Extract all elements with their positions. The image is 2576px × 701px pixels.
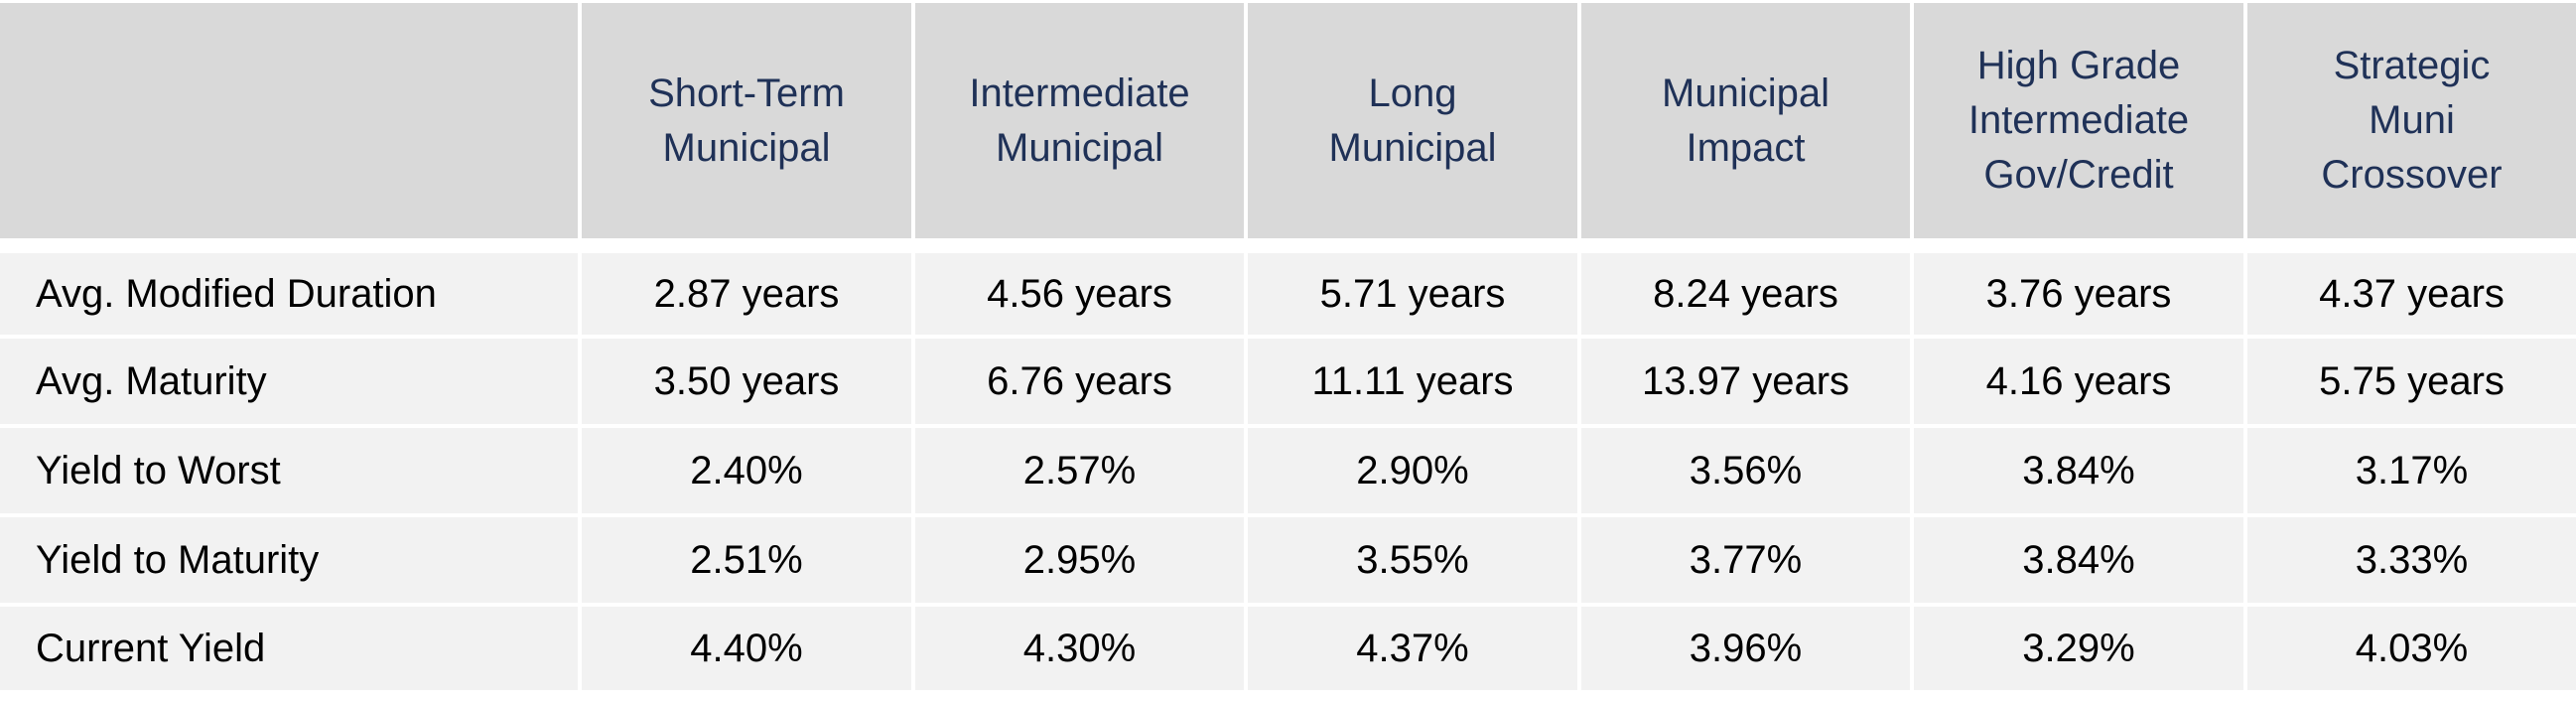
header-high-grade-intermediate-gov-credit: High Grade Intermediate Gov/Credit [1914, 3, 2243, 242]
table-cell: 3.76 years [1914, 253, 2243, 339]
spacer-cell [1581, 242, 1910, 253]
spacer-cell [915, 242, 1244, 253]
table-cell: 3.50 years [582, 339, 911, 428]
header-line: Short-Term [648, 70, 845, 115]
row-label-yield-to-worst: Yield to Worst [0, 428, 578, 517]
header-line: Municipal [1328, 125, 1497, 170]
spacer-cell [2247, 242, 2576, 253]
table-cell: 3.29% [1914, 607, 2243, 694]
table-cell: 2.95% [915, 517, 1244, 607]
row-label-yield-to-maturity: Yield to Maturity [0, 517, 578, 607]
table-cell: 4.03% [2247, 607, 2576, 694]
row-label-avg-modified-duration: Avg. Modified Duration [0, 253, 578, 339]
header-line: Impact [1686, 125, 1806, 170]
table-cell: 3.56% [1581, 428, 1910, 517]
spacer-cell [1914, 242, 2243, 253]
header-line: Crossover [2321, 153, 2503, 197]
header-line: Muni [2369, 98, 2455, 142]
table-cell: 2.51% [582, 517, 911, 607]
table-cell: 3.77% [1581, 517, 1910, 607]
header-line: Municipal [1662, 70, 1830, 115]
table-cell: 6.76 years [915, 339, 1244, 428]
header-strategic-muni-crossover: Strategic Muni Crossover [2247, 3, 2576, 242]
table-cell: 4.37 years [2247, 253, 2576, 339]
table-cell: 3.17% [2247, 428, 2576, 517]
table-cell: 4.37% [1248, 607, 1577, 694]
header-line: Municipal [662, 125, 831, 170]
table-cell: 4.16 years [1914, 339, 2243, 428]
table-cell: 4.30% [915, 607, 1244, 694]
header-corner-cell [0, 3, 578, 242]
header-intermediate-municipal: Intermediate Municipal [915, 3, 1244, 242]
table-cell: 3.96% [1581, 607, 1910, 694]
table-cell: 2.57% [915, 428, 1244, 517]
table-cell: 4.40% [582, 607, 911, 694]
header-line: Gov/Credit [1983, 153, 2174, 197]
header-line: Municipal [996, 125, 1163, 170]
header-line: Long [1368, 70, 1457, 115]
table-cell: 3.84% [1914, 428, 2243, 517]
table-cell: 5.75 years [2247, 339, 2576, 428]
table-cell: 3.55% [1248, 517, 1577, 607]
header-municipal-impact: Municipal Impact [1581, 3, 1910, 242]
header-line: Intermediate [969, 70, 1190, 115]
row-label-current-yield: Current Yield [0, 607, 578, 694]
table-cell: 3.84% [1914, 517, 2243, 607]
header-line: Strategic [2333, 44, 2491, 87]
spacer-cell [0, 242, 578, 253]
header-short-term-municipal: Short-Term Municipal [582, 3, 911, 242]
table-cell: 8.24 years [1581, 253, 1910, 339]
header-long-municipal: Long Municipal [1248, 3, 1577, 242]
table-cell: 11.11 years [1248, 339, 1577, 428]
table-cell: 13.97 years [1581, 339, 1910, 428]
spacer-cell [1248, 242, 1577, 253]
table-cell: 2.87 years [582, 253, 911, 339]
table-cell: 5.71 years [1248, 253, 1577, 339]
table-cell: 4.56 years [915, 253, 1244, 339]
table-cell: 2.40% [582, 428, 911, 517]
table-cell: 2.90% [1248, 428, 1577, 517]
spacer-cell [582, 242, 911, 253]
row-label-avg-maturity: Avg. Maturity [0, 339, 578, 428]
header-line: Intermediate [1967, 98, 2190, 142]
header-line: High Grade [1976, 44, 2181, 87]
table-cell: 3.33% [2247, 517, 2576, 607]
